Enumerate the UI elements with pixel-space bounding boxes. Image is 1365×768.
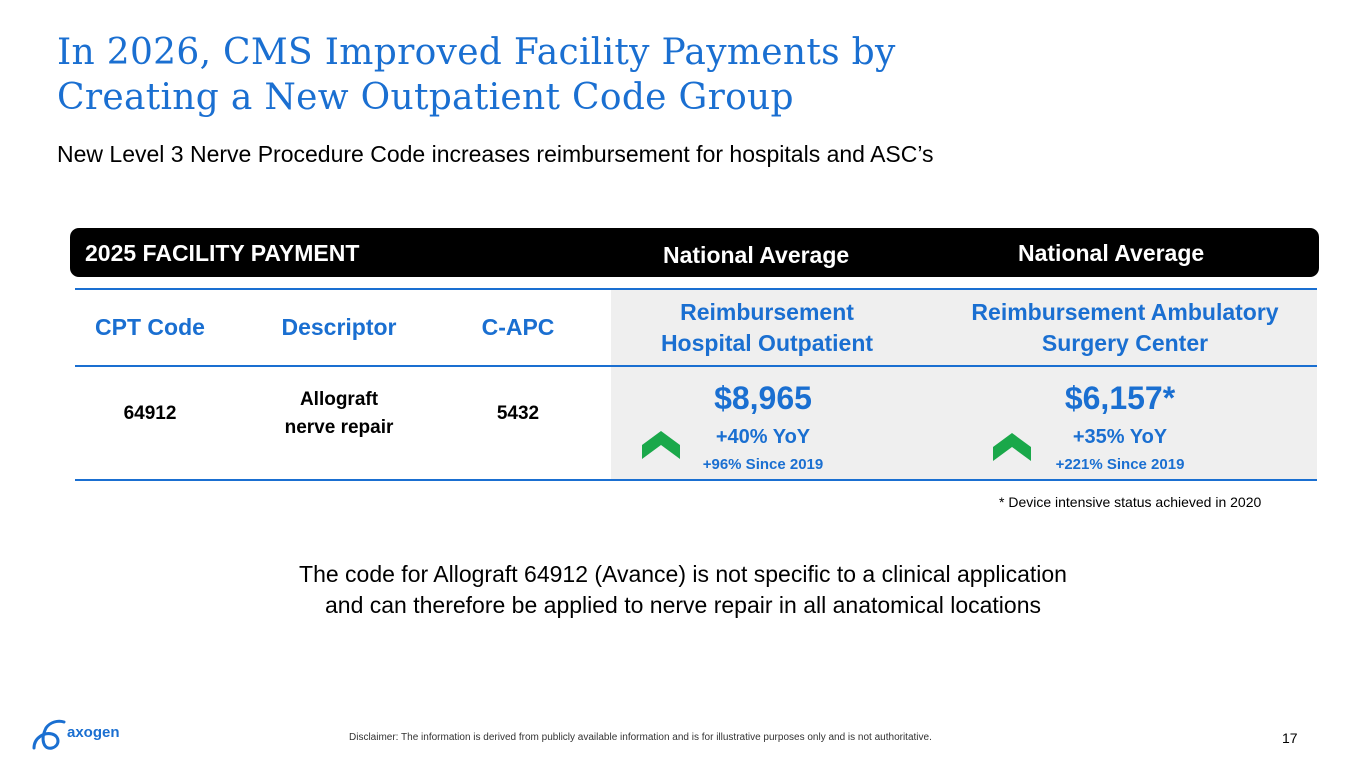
page-subtitle: New Level 3 Nerve Procedure Code increas…: [57, 141, 934, 167]
cpt-code-value: 64912: [123, 403, 177, 424]
hospital-since-2019-change: +96% Since 2019: [702, 456, 824, 473]
page-title: In 2026, CMS Improved Facility Payments …: [57, 30, 1157, 120]
column-header-asc-line-2: Surgery Center: [1041, 330, 1209, 356]
table-top-divider: [75, 288, 1317, 290]
page-title-line-1: In 2026, CMS Improved Facility Payments …: [57, 32, 896, 73]
column-header-hospital-line-1: Reimbursement: [680, 299, 854, 325]
hospital-reimbursement-amount: $8,965: [714, 380, 812, 416]
disclaimer: Disclaimer: The information is derived f…: [349, 732, 932, 743]
facility-payment-label: 2025 FACILITY PAYMENT: [85, 240, 360, 266]
column-header-hospital-line-2: Hospital Outpatient: [660, 330, 874, 356]
footnote: * Device intensive status achieved in 20…: [999, 494, 1262, 510]
column-header-asc-line-1: Reimbursement Ambulatory: [971, 299, 1279, 325]
body-text: The code for Allograft 64912 (Avance) is…: [183, 559, 1183, 621]
asc-reimbursement-amount: $6,157*: [1064, 380, 1176, 416]
asc-since-2019-change: +221% Since 2019: [1055, 456, 1185, 473]
c-apc-value: 5432: [496, 403, 540, 424]
column-header-ambulatory-surgery-center: Reimbursement Ambulatory Surgery Center: [945, 297, 1305, 359]
table-header-divider: [75, 365, 1317, 367]
page-title-line-2: Creating a New Outpatient Code Group: [57, 77, 794, 118]
descriptor-line-2: nerve repair: [284, 417, 394, 438]
national-average-asc-label: National Average: [1018, 240, 1205, 266]
table-header-bar: 2025 FACILITY PAYMENT National Average N…: [70, 228, 1319, 277]
national-average-hospital-label: National Average: [663, 242, 850, 268]
reimbursement-shaded-area: [611, 289, 1317, 480]
column-header-c-apc: C-APC: [481, 314, 555, 340]
descriptor-line-1: Allograft: [299, 389, 379, 410]
body-text-line-1: The code for Allograft 64912 (Avance) is…: [299, 561, 1067, 587]
asc-yoy-change: +35% YoY: [1072, 426, 1168, 448]
axogen-logo-icon: [32, 719, 66, 750]
page-number: 17: [1282, 730, 1298, 746]
chevron-up-icon: [993, 433, 1031, 461]
body-text-line-2: and can therefore be applied to nerve re…: [325, 592, 1041, 618]
column-header-cpt-code: CPT Code: [95, 314, 205, 340]
column-header-hospital-outpatient: Reimbursement Hospital Outpatient: [617, 297, 917, 359]
axogen-logo-text: axogen: [67, 724, 120, 741]
chevron-up-icon: [642, 431, 680, 459]
table-bottom-divider: [75, 479, 1317, 481]
hospital-yoy-change: +40% YoY: [715, 426, 811, 448]
column-header-descriptor: Descriptor: [281, 314, 397, 340]
descriptor-value: Allograft nerve repair: [255, 386, 423, 442]
